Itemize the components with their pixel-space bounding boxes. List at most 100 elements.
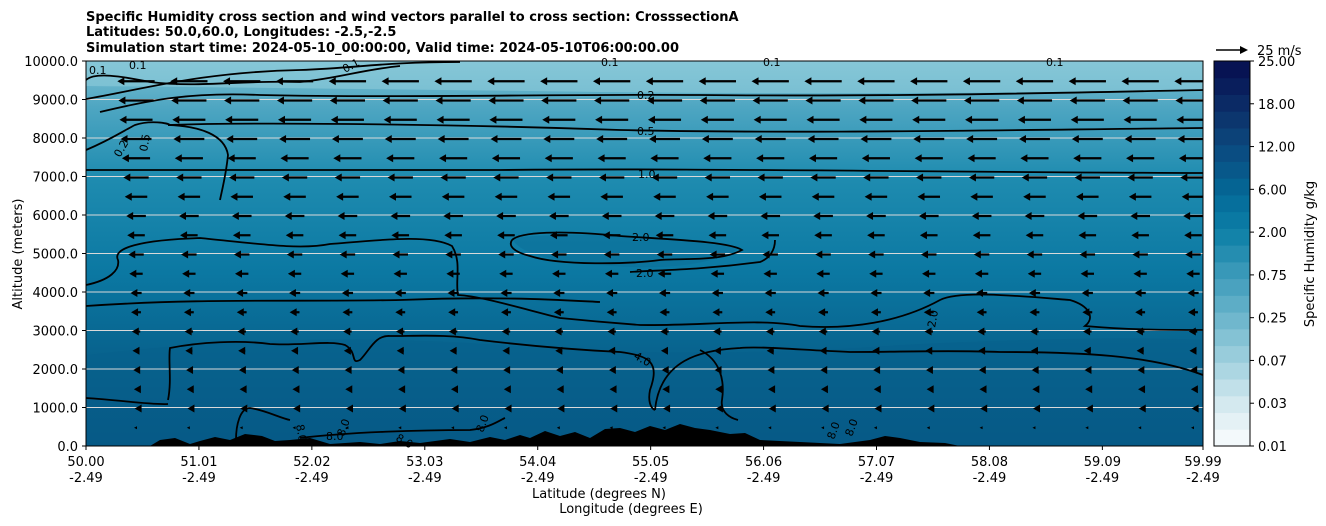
- wind-vector-head: [186, 366, 194, 374]
- wind-vector-head: [918, 212, 926, 220]
- wind-vector: [440, 173, 466, 182]
- wind-vector: [1126, 154, 1155, 163]
- wind-vector-head: [1078, 231, 1086, 240]
- wind-vector: [280, 154, 309, 163]
- wind-vector: [597, 154, 626, 163]
- x-tick-label-lat: 54.04: [519, 455, 556, 470]
- wind-vector-head: [128, 250, 136, 259]
- wind-vector-head: [450, 366, 458, 374]
- wind-vector-head: [230, 192, 238, 201]
- wind-vector: [238, 346, 246, 355]
- colorbar-segment: [1214, 345, 1250, 363]
- contour-0.1-b: [86, 65, 401, 86]
- wind-vector: [1073, 154, 1102, 163]
- wind-vector-head: [760, 212, 768, 220]
- wind-vector-head: [286, 250, 294, 259]
- wind-vector: [912, 115, 946, 124]
- wind-vector-head: [597, 154, 605, 163]
- wind-vector-head: [703, 154, 711, 163]
- wind-vector: [231, 212, 252, 220]
- wind-vector-head: [288, 289, 296, 297]
- wind-vector: [1137, 366, 1145, 374]
- wind-vector: [868, 250, 884, 259]
- wind-vector: [765, 308, 776, 317]
- wind-vector-head: [343, 346, 351, 355]
- wind-vector-head: [647, 115, 655, 124]
- wind-vector-head: [972, 231, 980, 240]
- chart-title-line-3: Simulation start time: 2024-05-10_00:00:…: [86, 41, 679, 56]
- contour-label: 0.5: [637, 125, 655, 138]
- wind-vector: [546, 173, 572, 182]
- wind-vector: [603, 250, 620, 259]
- wind-vector: [554, 327, 564, 336]
- wind-vector-head: [595, 115, 603, 124]
- wind-vector-head: [497, 231, 505, 240]
- wind-vector-head: [177, 192, 185, 201]
- wind-vector-head: [709, 250, 717, 259]
- wind-vector-head: [223, 77, 231, 86]
- wind-vector: [342, 308, 353, 317]
- wind-vector-head: [540, 77, 548, 86]
- colorbar-tick-label: 0.01: [1258, 440, 1287, 455]
- wind-vector-head: [655, 231, 663, 240]
- wind-vector-head: [1076, 192, 1084, 201]
- wind-vector-head: [1177, 135, 1185, 143]
- contour-label: 0.2: [637, 89, 655, 102]
- wind-vector: [503, 426, 507, 430]
- wind-vector-head: [857, 77, 865, 86]
- wind-vector-head: [1029, 308, 1037, 317]
- colorbar-segment: [1214, 94, 1250, 112]
- contour-2.0-a: [86, 237, 1203, 331]
- wind-vector: [437, 135, 469, 143]
- wind-vector-head: [1026, 250, 1034, 259]
- wind-vector: [291, 366, 299, 374]
- quiver-key-arrowhead: [1240, 46, 1248, 54]
- contour-label: 8.0: [326, 430, 344, 443]
- wind-vector-head: [601, 212, 609, 220]
- wind-vector-head: [978, 346, 986, 355]
- wind-vector-head: [870, 308, 878, 317]
- wind-vector-head: [606, 289, 614, 297]
- wind-vector-head: [491, 154, 499, 163]
- wind-vector: [331, 135, 363, 143]
- wind-vector-head: [715, 385, 723, 394]
- wind-vector-head: [662, 385, 670, 394]
- wind-vector: [334, 173, 361, 182]
- wind-vector-head: [1175, 96, 1183, 105]
- wind-vector-head: [393, 269, 401, 278]
- wind-vector-head: [291, 346, 299, 355]
- wind-vector-head: [925, 366, 933, 374]
- wind-vector: [236, 308, 247, 317]
- y-tick-label: 6000.0: [33, 209, 79, 224]
- wind-vector-head: [232, 231, 240, 240]
- wind-vector: [698, 77, 737, 86]
- wind-vector-head: [976, 308, 984, 317]
- wind-vector-head: [329, 96, 337, 105]
- wind-vector: [758, 192, 782, 201]
- wind-vector-head: [874, 404, 882, 413]
- wind-vector: [434, 77, 472, 86]
- wind-vector: [338, 231, 357, 240]
- wind-vector-head: [276, 96, 284, 105]
- wind-vector-head: [1184, 231, 1192, 240]
- wind-vector-head: [863, 173, 871, 182]
- wind-vector: [1016, 96, 1053, 105]
- wind-vector: [450, 366, 458, 374]
- wind-vector-head: [435, 96, 443, 105]
- wind-vector: [602, 231, 621, 240]
- wind-vector-head: [646, 96, 654, 105]
- wind-vector-head: [645, 77, 653, 86]
- wind-vector: [131, 327, 141, 336]
- wind-vector: [548, 212, 569, 220]
- wind-vector-head: [171, 96, 179, 105]
- wind-vector-head: [381, 77, 389, 86]
- wind-vector: [1033, 404, 1041, 413]
- wind-vector: [396, 327, 405, 336]
- colorbar-segment: [1214, 194, 1250, 213]
- wind-vector: [870, 289, 882, 297]
- wind-vector-head: [240, 404, 248, 413]
- wind-vector-head: [284, 212, 292, 220]
- wind-vector: [817, 289, 829, 297]
- wind-vector: [1176, 115, 1203, 124]
- wind-vector-head: [173, 135, 181, 143]
